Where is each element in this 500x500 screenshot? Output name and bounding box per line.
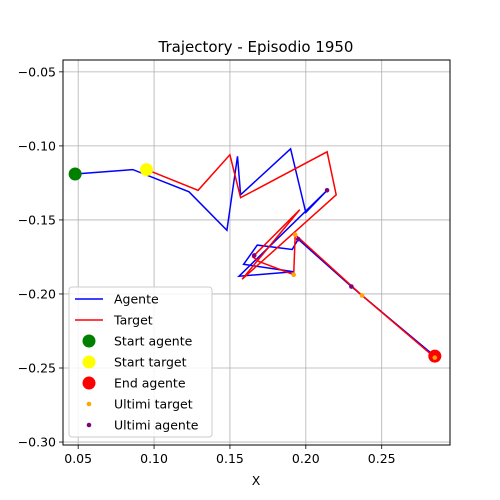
plot-frame bbox=[62, 59, 451, 446]
x-tick-label: 0.10 bbox=[140, 451, 168, 466]
y-tick-label: −0.25 bbox=[18, 361, 56, 376]
legend-entry-label: Start target bbox=[114, 355, 187, 370]
x-tick-label: 0.15 bbox=[216, 451, 244, 466]
y-tick-label: −0.15 bbox=[18, 212, 56, 227]
legend-entry-label: Ultimi target bbox=[114, 397, 193, 412]
x-axis-label: X bbox=[252, 473, 261, 488]
point-start-target bbox=[139, 163, 153, 177]
point-ultimi-agente bbox=[295, 236, 301, 242]
point-start-agente bbox=[68, 167, 82, 181]
y-tick-label: −0.10 bbox=[18, 138, 56, 153]
series-markers bbox=[68, 163, 442, 363]
legend: Agente Target Start agente Start target End … bbox=[68, 286, 213, 438]
point-ultimi-agente bbox=[349, 284, 354, 289]
chart-title: Trajectory - Episodio 1950 bbox=[158, 38, 354, 56]
legend-entry-label: Target bbox=[113, 313, 153, 328]
legend-swatch bbox=[82, 334, 96, 348]
legend-swatch bbox=[82, 376, 96, 390]
x-tick-label: 0.25 bbox=[368, 451, 396, 466]
legend-entry-label: Agente bbox=[114, 292, 159, 307]
y-axis-ticks: −0.05 −0.10 −0.15 −0.20 −0.25 −0.30 bbox=[18, 64, 63, 450]
point-ultimi-target bbox=[359, 293, 365, 298]
series-line-target bbox=[146, 150, 436, 359]
legend-entry-label: Ultimi agente bbox=[114, 418, 199, 433]
y-tick-label: −0.20 bbox=[18, 286, 56, 301]
point-ultimi-target bbox=[432, 355, 438, 360]
x-axis-ticks: 0.05 0.10 0.15 0.20 0.25 bbox=[64, 445, 396, 466]
point-ultimi-agente bbox=[251, 253, 257, 258]
x-tick-label: 0.20 bbox=[292, 451, 320, 466]
legend-entry-label: Start agente bbox=[114, 334, 193, 349]
legend-swatch bbox=[86, 401, 92, 407]
y-tick-label: −0.05 bbox=[18, 64, 56, 79]
x-tick-label: 0.05 bbox=[64, 451, 92, 466]
y-tick-label: −0.30 bbox=[18, 435, 56, 450]
point-ultimi-agente bbox=[324, 188, 330, 193]
legend-swatch bbox=[82, 355, 96, 369]
point-ultimi-target bbox=[292, 232, 298, 238]
legend-box bbox=[68, 286, 213, 438]
legend-entry-label: End agente bbox=[114, 376, 186, 391]
legend-swatch bbox=[86, 422, 92, 428]
point-ultimi-target bbox=[291, 272, 296, 278]
